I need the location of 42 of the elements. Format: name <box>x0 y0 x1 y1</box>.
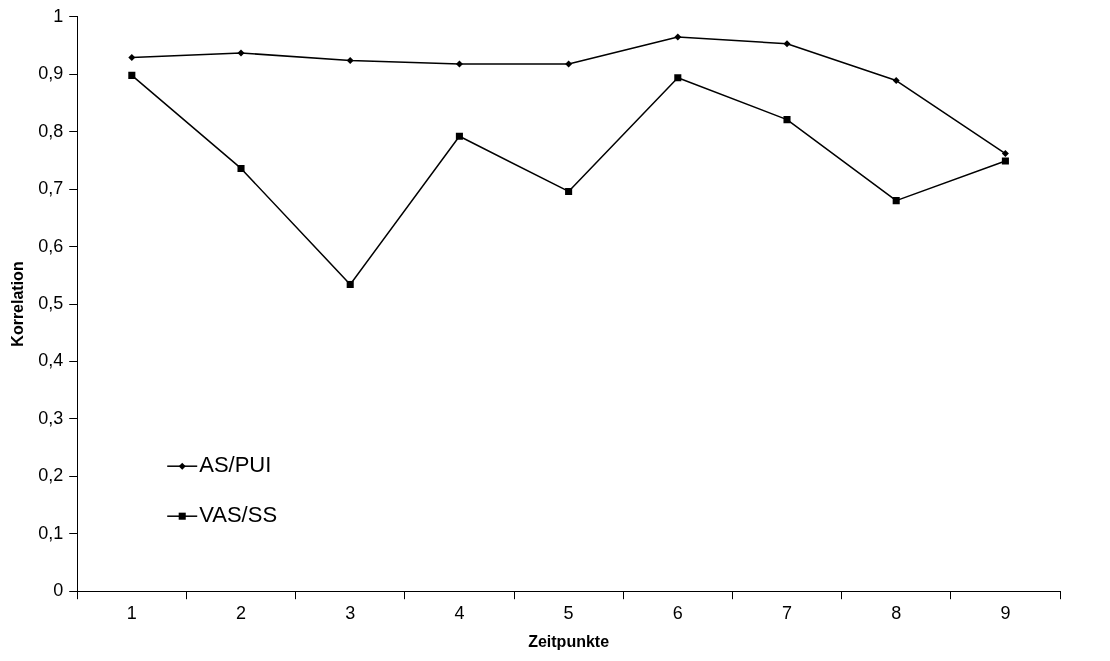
x-tick-label: 4 <box>454 602 465 623</box>
point <box>783 40 791 48</box>
x-tick-label: 1 <box>126 602 137 623</box>
x-tick-label: 3 <box>345 602 356 623</box>
point <box>346 56 354 64</box>
y-tick-label: 0,1 <box>38 522 64 543</box>
point <box>455 60 463 68</box>
x-tick-label: 7 <box>782 602 793 623</box>
point <box>237 49 245 57</box>
point <box>674 74 682 82</box>
x-tick-label: 8 <box>891 602 902 623</box>
x-axis-title: Zeitpunkte <box>528 632 610 650</box>
point <box>346 280 354 289</box>
y-tick-label: 0,2 <box>38 465 64 486</box>
legend-label: AS/PUI <box>199 452 272 478</box>
y-axis-title: Korrelation <box>9 261 27 347</box>
point <box>892 77 900 85</box>
x-tick-label: 2 <box>236 602 247 623</box>
point <box>674 33 682 41</box>
point <box>783 116 791 124</box>
point <box>1001 157 1009 165</box>
point <box>1001 150 1009 158</box>
point <box>237 164 245 172</box>
x-tick-label: 9 <box>1000 602 1011 623</box>
point <box>128 71 136 79</box>
point <box>565 60 573 68</box>
y-tick-label: 0 <box>53 580 64 601</box>
point <box>892 197 900 205</box>
y-tick-label: 1 <box>53 5 64 26</box>
y-tick-label: 0,5 <box>38 292 64 313</box>
y-tick-label: 0,7 <box>38 178 64 199</box>
y-tick-label: 0,4 <box>38 350 64 371</box>
y-tick-label: 0,9 <box>38 63 64 84</box>
point <box>455 132 463 140</box>
x-tick-label: 5 <box>563 602 574 623</box>
point <box>565 187 573 195</box>
point <box>128 54 136 62</box>
x-tick-label: 6 <box>672 602 683 623</box>
y-tick-label: 0,6 <box>38 235 64 256</box>
y-tick-label: 0,3 <box>38 407 64 428</box>
legend-label: VAS/SS <box>199 502 278 528</box>
y-tick-label: 0,8 <box>38 120 64 141</box>
